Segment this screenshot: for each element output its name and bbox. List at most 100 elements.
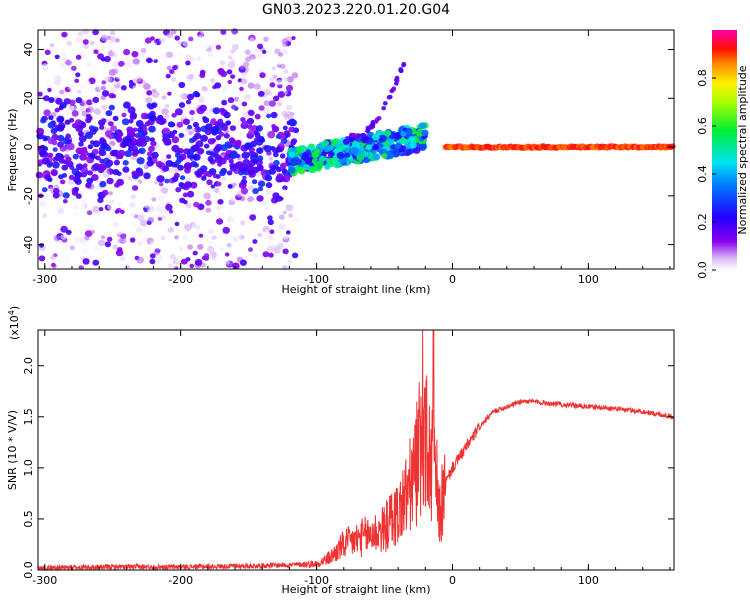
spectrogram-core-dot — [212, 107, 221, 115]
spectrogram-scatter-dot — [86, 62, 92, 68]
snr-y-ticks: 0.0 0.5 1.0 1.5 2.0 — [22, 357, 674, 579]
spectrogram-scatter-dot — [268, 252, 274, 258]
spectrogram-core-dot — [121, 112, 127, 118]
spectrogram-scatter-dot — [67, 84, 74, 91]
spectrogram-scatter-dot — [146, 90, 153, 96]
spectrogram-core-dot — [256, 164, 264, 172]
spectrogram-scatter-dot — [82, 28, 90, 35]
spectrogram-core-dot — [205, 123, 213, 130]
spectrogram-band-dot — [287, 166, 296, 174]
spectrogram-core-dot — [75, 124, 84, 133]
spectrogram-core-dot — [37, 145, 44, 151]
spectrogram-core-dot — [276, 173, 284, 180]
spectrogram-core-dot — [144, 121, 151, 127]
spectrogram-band-dot — [401, 137, 409, 145]
spectrogram-arc-dot — [391, 86, 397, 91]
spectrogram-scatter-dot — [282, 76, 289, 83]
spectrogram-scatter-dot — [42, 213, 48, 219]
spectrogram-core-dot — [176, 121, 184, 128]
spectrogram-core-dot — [114, 182, 120, 188]
spectrogram-band-dot — [314, 148, 321, 154]
spectrogram-frame — [37, 29, 675, 270]
spectrogram-scatter-dot — [291, 36, 296, 41]
spectrogram-core-dot — [92, 140, 101, 148]
spectrogram-core-dot — [131, 170, 137, 176]
spectrogram-scatter-dot — [200, 29, 207, 35]
spectrogram-core-dot — [264, 174, 273, 182]
spectrogram-core-dot — [66, 138, 72, 144]
spectrogram-core-dot — [86, 177, 94, 184]
spectrogram-scatter-dot — [102, 197, 108, 203]
spectrogram-scatter-dot — [115, 249, 124, 257]
spectrogram-scatter-dot — [159, 46, 167, 54]
spectrogram-y-tick-label: -40 — [22, 236, 35, 254]
snr-x-tick-label: 100 — [578, 574, 599, 587]
spectrogram-core-dot — [240, 178, 248, 185]
spectrogram-band-dot — [387, 139, 394, 146]
spectrogram-scatter-dot — [224, 252, 230, 257]
spectrogram-scatter-dot — [83, 43, 89, 49]
spectrogram-scatter-dot — [189, 263, 194, 269]
spectrogram-core-dot — [47, 121, 55, 129]
spectrogram-core-dot — [162, 137, 168, 143]
spectrogram-scatter-dot — [267, 215, 273, 221]
spectrogram-scatter-dot — [157, 216, 163, 221]
spectrogram-scatter-dot — [190, 181, 198, 189]
spectrogram-core-dot — [166, 154, 172, 160]
spectrogram-scatter-dot — [77, 89, 82, 94]
spectrogram-scatter-dot — [253, 83, 261, 90]
spectrogram-scatter-dot — [249, 227, 257, 234]
spectrogram-core-dot — [101, 118, 107, 123]
spectrogram-scatter-dot — [244, 56, 251, 62]
spectrogram-core-dot — [139, 139, 147, 147]
spectrogram-scatter-dot — [231, 43, 239, 51]
spectrogram-core-dot — [167, 121, 175, 128]
spectrogram-band-dot — [390, 144, 396, 150]
spectrogram-scatter-dot — [271, 66, 276, 71]
spectrogram-scatter-dot — [100, 34, 109, 42]
spectrogram-scatter-dot — [223, 133, 230, 139]
spectrogram-band-dot — [288, 151, 296, 158]
spectrogram-scatter-dot — [73, 236, 81, 244]
spectrogram-core-dot — [65, 133, 71, 139]
spectrogram-scatter-dot — [187, 93, 194, 101]
spectrogram-core-dot — [150, 140, 157, 147]
spectrogram-scatter-dot — [271, 244, 278, 251]
spectrogram-scatter-dot — [263, 206, 269, 211]
spectrogram-scatter-dot — [239, 259, 247, 266]
spectrogram-scatter-dot — [66, 41, 73, 46]
spectrogram-scatter-dot — [249, 37, 255, 42]
spectrogram-scatter-dot — [212, 70, 219, 77]
spectrogram-core-dot — [164, 178, 170, 184]
spectrogram-scatter-dot — [41, 239, 46, 244]
spectrogram-scatter-dot — [263, 119, 272, 127]
spectrogram-scatter-dot — [264, 139, 272, 147]
spectrogram-core-dot — [258, 105, 265, 111]
spectrogram-scatter-dot — [150, 41, 157, 48]
spectrogram-core-dot — [189, 110, 195, 115]
spectrogram-scatter-dot — [51, 86, 57, 92]
spectrogram-scatter-dot — [106, 64, 113, 70]
spectrogram-scatter-dot — [161, 108, 169, 115]
spectrogram-core-dot — [279, 153, 286, 159]
spectrogram-core-dot — [202, 116, 208, 121]
spectrogram-core-dot — [59, 102, 67, 109]
spectrogram-core-dot — [249, 147, 255, 153]
spectrogram-scatter-dot — [106, 47, 111, 52]
spectrogram-scatter-dot — [220, 70, 228, 78]
spectrogram-scatter-dot — [182, 235, 189, 241]
spectrogram-scatter-dot — [112, 61, 119, 67]
spectrogram-scatter-dot — [226, 69, 233, 75]
spectrogram-core-dot — [257, 186, 264, 192]
snr-x-tick-label: -200 — [168, 574, 193, 587]
spectrogram-scatter-dot — [253, 253, 259, 258]
spectrogram-core-dot — [42, 136, 48, 142]
spectrogram-scatter-dot — [149, 258, 156, 265]
spectrogram-scatter-dot — [165, 203, 173, 211]
spectrogram-scatter-dot — [40, 164, 47, 171]
spectrogram-core-dot — [178, 132, 185, 138]
spectrogram-scatter-dot — [79, 83, 86, 90]
spectrogram-core-dot — [85, 131, 93, 139]
spectrogram-core-dot — [197, 147, 205, 155]
